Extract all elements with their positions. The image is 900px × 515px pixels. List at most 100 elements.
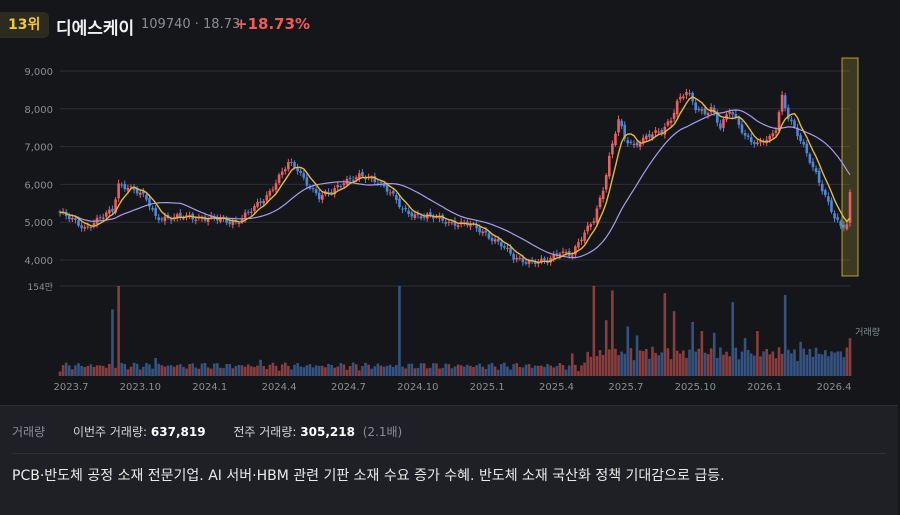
candle-body <box>246 211 250 213</box>
volume-bar <box>219 367 222 376</box>
candle-body <box>648 134 651 138</box>
candle-body <box>126 187 130 191</box>
candle-body <box>148 198 151 207</box>
candle-body <box>481 231 485 234</box>
volume-bar <box>543 366 546 376</box>
volume-bar <box>361 366 364 376</box>
candle-body <box>179 212 182 217</box>
volume-bar <box>478 363 481 376</box>
volume-bar <box>632 360 636 376</box>
candle-body <box>268 190 272 196</box>
candle-body <box>438 216 441 219</box>
candle-body <box>330 192 333 194</box>
candle-body <box>607 155 611 177</box>
candle-body <box>395 195 398 201</box>
candle-body <box>540 258 543 263</box>
candle-body <box>225 219 228 223</box>
volume-bar <box>231 368 235 376</box>
candle-body <box>700 109 704 111</box>
volume-bar <box>604 320 608 376</box>
volume-bar <box>756 331 759 376</box>
volume-bar <box>817 353 821 376</box>
volume-bar <box>607 349 611 376</box>
candle-body <box>240 218 244 222</box>
candle-body <box>570 255 574 257</box>
volume-bar <box>376 363 380 376</box>
volume-bar <box>472 366 475 376</box>
volume-bar <box>490 362 494 376</box>
volume-bar <box>256 365 259 376</box>
candle-body <box>410 212 414 217</box>
volume-bar <box>339 362 343 376</box>
volume-panel-label: 거래량 <box>12 425 46 439</box>
volume-bar <box>617 355 620 376</box>
volume-bar <box>314 365 318 376</box>
volume-bar <box>462 366 466 376</box>
volume-bar <box>422 363 426 376</box>
volume-bar <box>95 365 99 376</box>
volume-bar <box>382 366 386 376</box>
stock-name[interactable]: 디에스케이 <box>56 19 135 39</box>
candle-body <box>398 198 401 208</box>
volume-bar <box>564 369 568 376</box>
volume-bar <box>842 357 846 376</box>
candle-body <box>321 195 324 200</box>
candle-body <box>827 196 830 202</box>
candle-body <box>104 212 108 217</box>
candle-body <box>780 94 784 112</box>
volume-bar <box>58 371 62 376</box>
candle-body <box>342 183 346 186</box>
candle-body <box>135 188 139 194</box>
volume-bar <box>438 368 441 376</box>
candle-body <box>487 233 491 239</box>
volume-bar <box>527 364 531 376</box>
volume-ratio: (2.1배) <box>362 425 403 439</box>
volume-bar <box>614 348 617 376</box>
volume-bar <box>253 367 256 376</box>
candle-body <box>660 130 664 134</box>
candle-body <box>836 217 839 220</box>
candle-body <box>256 201 259 207</box>
volume-bar <box>89 364 93 376</box>
volume-bar <box>308 364 312 376</box>
volume-bar <box>506 366 509 376</box>
volume-bar <box>250 366 253 376</box>
candle-body <box>623 124 627 139</box>
candle-body <box>586 225 589 232</box>
candle-body <box>327 191 330 193</box>
candle-body <box>404 207 407 210</box>
volume-bar <box>364 362 367 376</box>
candle-body <box>527 260 531 264</box>
volume-bar <box>845 347 849 376</box>
candle-body <box>799 135 802 142</box>
candle-body <box>92 223 96 227</box>
candle-body <box>271 189 275 191</box>
candle-body <box>333 188 336 195</box>
volume-bar <box>228 363 232 376</box>
candle-body <box>796 127 799 137</box>
volume-bar <box>358 370 361 376</box>
volume-bar <box>654 352 657 376</box>
volume-bar <box>549 365 552 376</box>
candle-body <box>441 214 444 221</box>
volume-bar <box>321 365 324 376</box>
volume-bar <box>398 286 401 376</box>
volume-bar <box>67 365 71 376</box>
candle-body <box>833 213 836 219</box>
volume-bar <box>719 347 722 376</box>
candle-body <box>484 230 488 233</box>
candle-body <box>533 261 537 264</box>
volume-bar <box>824 350 827 376</box>
candle-body <box>611 143 614 155</box>
volume-bar <box>379 365 383 376</box>
x-tick-label: 2023.7 <box>54 382 89 390</box>
volume-bar <box>179 364 182 376</box>
volume-bar <box>589 356 593 376</box>
volume-bar <box>777 347 781 376</box>
volume-bar <box>151 368 154 376</box>
candle-body <box>305 177 309 186</box>
volume-bar <box>86 365 90 376</box>
volume-bar <box>104 367 108 376</box>
volume-bar <box>688 349 691 376</box>
